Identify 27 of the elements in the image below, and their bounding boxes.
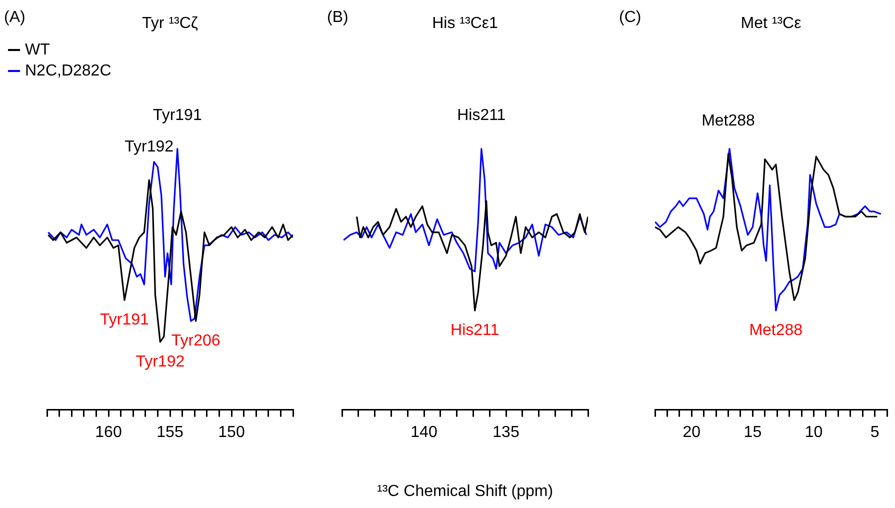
annotation: Met288 (749, 322, 803, 340)
x-tick-label: 160 (95, 424, 122, 441)
x-tick-label: 150 (218, 424, 245, 441)
legend-label: N2C,D282C (25, 62, 112, 80)
legend-label: WT (25, 41, 50, 58)
chart-title: Tyr ¹³Cζ (142, 15, 198, 32)
annotation: Met288 (702, 112, 756, 130)
text: (C) (619, 9, 642, 26)
annotation: Tyr192 (136, 353, 185, 370)
annotation: Tyr191 (100, 312, 150, 329)
annotation: Tyr192 (124, 138, 174, 156)
text: (A) (4, 9, 26, 26)
x-tick-label: 5 (870, 424, 880, 441)
chart-title: His ¹³Cε1 (432, 15, 498, 32)
annotation: Tyr206 (171, 332, 220, 350)
x-tick-label: 15 (744, 424, 762, 441)
text: (B) (327, 9, 348, 26)
x-tick-label: 135 (492, 424, 520, 441)
x-tick-label: 155 (156, 424, 184, 441)
x-tick-label: 10 (804, 424, 823, 441)
annotation: His211 (457, 107, 506, 124)
chart-title: Met ¹³Cε (740, 15, 802, 32)
annotation: His211 (450, 322, 500, 340)
x-tick-label: 20 (682, 424, 701, 441)
x-axis-title: ¹³C Chemical Shift (ppm) (376, 483, 554, 500)
x-tick-label: 140 (410, 424, 438, 441)
annotation: Tyr191 (152, 107, 202, 124)
